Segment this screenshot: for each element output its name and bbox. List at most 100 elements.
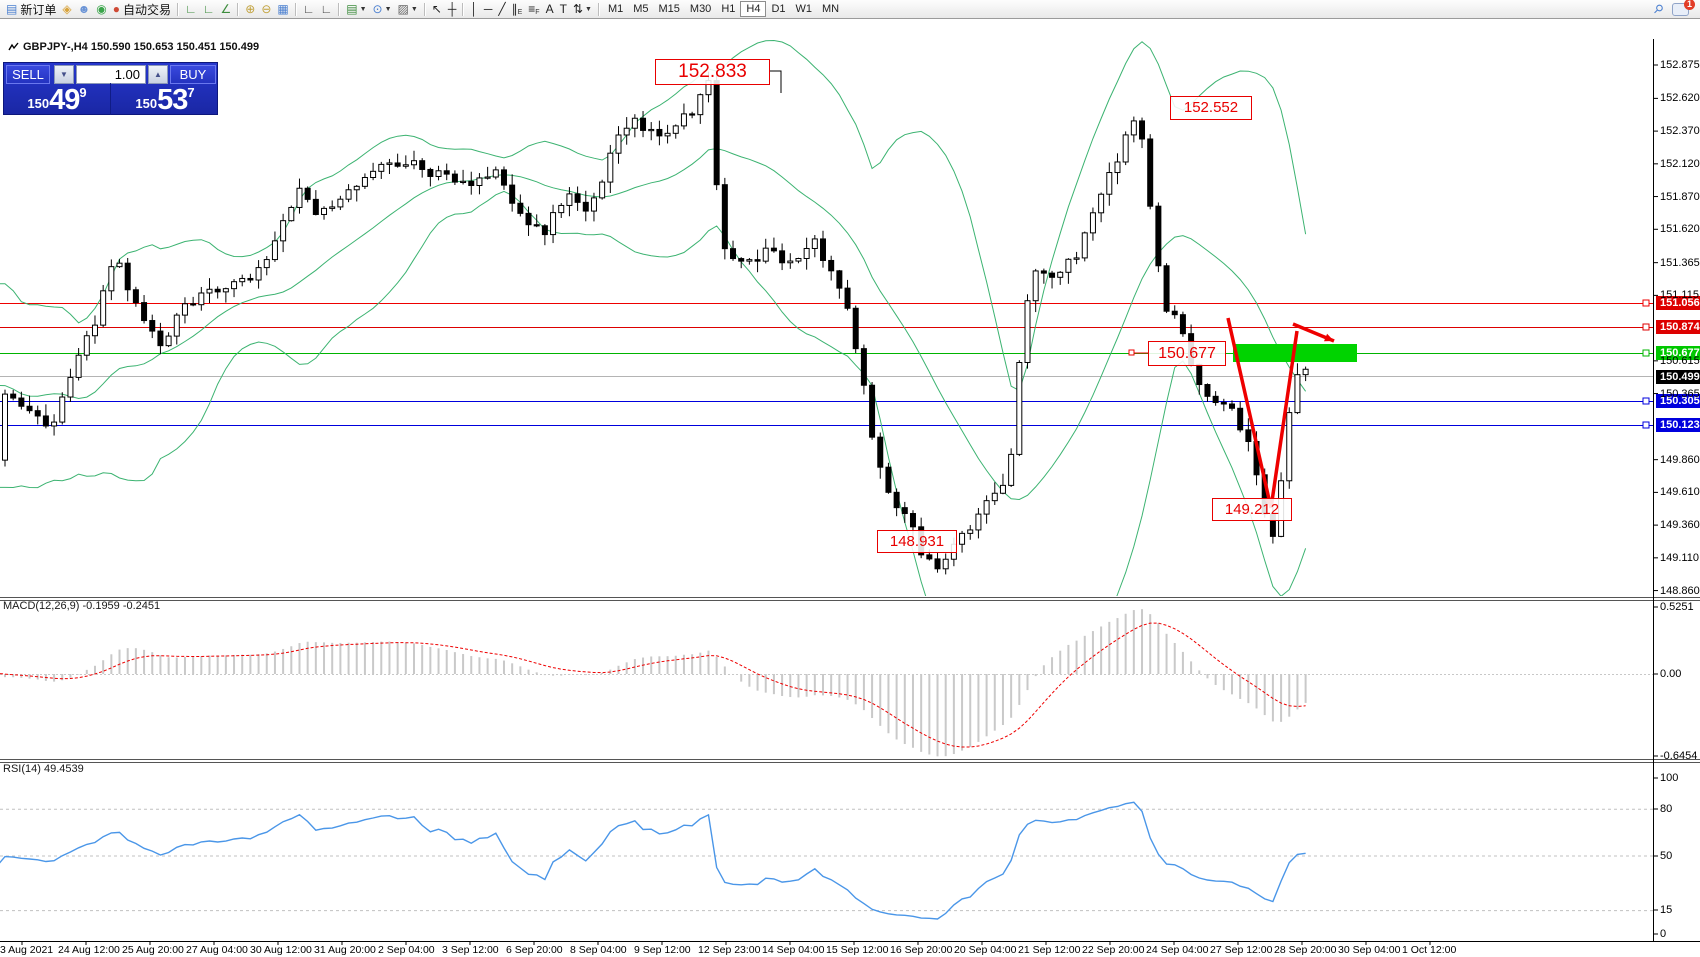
sell-button[interactable]: SELL (6, 65, 50, 84)
cursor-icon: ↖ (431, 2, 442, 16)
boll-middle (0, 147, 1307, 501)
buy-price[interactable]: 150 53 7 (112, 83, 218, 115)
toolbar: ▤ 新订单 ◈ ☻ ◉ ● 自动交易 ∟ ∟ ∠ ⊕ ⊖ ▦ ∟ ∟ ▤ ▼ ⊙ ▼ ▨ ▼ ↖ ┼ │ ─ ╱ ∥ E ≡ F A T ⇅ ▼ M… (0, 0, 1700, 19)
chart-title-text: GBPJPY-,H4 150.590 150.653 150.451 150.4… (23, 41, 260, 53)
trendline-icon[interactable]: ╱ (495, 1, 508, 18)
periods-icon: ⊙ (372, 2, 383, 16)
new-order-icon: ▤ (6, 2, 18, 16)
volume-increase-button[interactable]: ▲ (148, 65, 168, 84)
vertical-line-icon: │ (470, 2, 478, 16)
cursor-icon[interactable]: ↖ (429, 1, 445, 18)
sell-price-pip: 9 (79, 85, 87, 100)
buy-price-prefix: 150 (135, 96, 158, 111)
line-style-icon[interactable]: ∠ (217, 1, 234, 18)
price-annotation-149.212[interactable]: 149.212 (1212, 498, 1292, 521)
zoom-in-icon[interactable]: ⊕ (242, 1, 258, 18)
buy-price-main: 53 (157, 84, 188, 116)
chart-symbol-icon (8, 42, 19, 51)
sell-price-prefix: 150 (27, 96, 50, 111)
notification-badge: 1 (1684, 0, 1695, 10)
deposit-icon: ◈ (62, 2, 72, 16)
fibonacci-icon: ≡ (528, 2, 536, 16)
timeframe-d1[interactable]: D1 (771, 2, 786, 15)
deposit-icon[interactable]: ◈ (59, 1, 74, 18)
chart-window: 151.056 150.874 150.677 150.305 150.123 150.4… (0, 19, 1700, 956)
zoom-in-icon: ⊕ (245, 2, 256, 16)
text-icon[interactable]: A (543, 1, 557, 18)
vertical-line-icon[interactable]: │ (467, 1, 481, 18)
volume-decrease-button[interactable]: ▼ (54, 65, 74, 84)
community-icon[interactable]: ☻ (75, 1, 94, 18)
sell-price-main: 49 (49, 84, 80, 116)
tile-windows-icon[interactable]: ▦ (274, 1, 291, 18)
zoom-out-icon[interactable]: ⊖ (258, 1, 274, 18)
arrows-button[interactable]: ⇅ ▼ (572, 2, 592, 16)
price-annotation-152.552[interactable]: 152.552 (1170, 96, 1252, 120)
timeframe-m15[interactable]: M15 (658, 2, 680, 15)
rsi-line (0, 801, 1306, 920)
buy-button[interactable]: BUY (170, 65, 216, 84)
volume-input[interactable] (76, 65, 146, 84)
toolbar-separator (462, 2, 465, 16)
buy-price-pip: 7 (187, 85, 195, 100)
price-annotation-148.931[interactable]: 148.931 (877, 530, 957, 553)
new-order-button-label: 新订单 (20, 2, 57, 17)
signals-icon: ◉ (96, 2, 107, 16)
timeframe-h1[interactable]: H1 (721, 2, 736, 15)
toolbar-separator (237, 2, 240, 16)
trendline-icon: ╱ (498, 2, 506, 16)
toolbar-separator (176, 2, 179, 16)
templates-button[interactable]: ▨ ▼ (397, 2, 418, 16)
community-icon: ☻ (77, 2, 91, 16)
new-order-button[interactable]: ▤ 新订单 (3, 1, 59, 18)
equidistant-channel-icon: ∥ (511, 2, 518, 16)
autotrading-icon: ● (112, 2, 120, 16)
chart-shift-icon[interactable]: ∟ (317, 1, 335, 18)
timeframe-mn[interactable]: MN (822, 2, 840, 15)
auto-scroll-icon: ∟ (302, 2, 315, 16)
text-icon: A (545, 2, 554, 16)
text-label-icon[interactable]: T (557, 1, 570, 18)
sell-price[interactable]: 150 49 9 (4, 83, 111, 115)
toolbar-separator (294, 2, 297, 16)
timeframe-m5[interactable]: M5 (633, 2, 649, 15)
rsi-indicator-label: RSI(14) 49.4539 (3, 763, 84, 775)
macd-signal-line (0, 622, 1306, 748)
bar-chart-style-icon[interactable]: ∟ (182, 1, 200, 18)
candle-style-icon: ∟ (202, 2, 215, 16)
signals-icon[interactable]: ◉ (93, 1, 109, 18)
chart-title: GBPJPY-,H4 150.590 150.653 150.451 150.4… (8, 41, 259, 53)
timeframe-w1[interactable]: W1 (795, 2, 813, 15)
boll-upper (0, 39, 1307, 392)
equidistant-channel-icon[interactable]: ∥ E (511, 2, 523, 16)
horizontal-line-icon: ─ (483, 2, 493, 16)
horizontal-line-icon[interactable]: ─ (481, 1, 496, 18)
candle-style-icon[interactable]: ∟ (200, 1, 218, 18)
zoom-out-icon: ⊖ (261, 2, 272, 16)
chart-shift-icon: ∟ (320, 2, 333, 16)
timeframe-m1[interactable]: M1 (607, 2, 624, 15)
red-trend-arrow-1[interactable] (1269, 330, 1299, 509)
periods-button[interactable]: ⊙ ▼ (372, 2, 392, 16)
templates-icon: ▨ (397, 2, 409, 16)
timeframe-m30[interactable]: M30 (689, 2, 712, 15)
search-icon[interactable]: ⚲ (1650, 0, 1667, 18)
line-style-icon: ∠ (220, 2, 232, 16)
toolbar-separator (597, 2, 600, 16)
chart-canvas[interactable] (0, 19, 1700, 957)
notifications-icon[interactable]: 1 (1672, 0, 1695, 16)
one-click-trading-widget: SELL ▼ ▲ BUY 150 49 9 150 53 7 (3, 62, 218, 115)
price-annotation-152.833[interactable]: 152.833 (655, 59, 770, 85)
timeframe-h4[interactable]: H4 (740, 1, 767, 17)
red-trend-arrow-0[interactable] (1226, 317, 1273, 509)
autotrading-button-label: 自动交易 (122, 2, 171, 17)
autotrading-button[interactable]: ● 自动交易 (110, 1, 174, 18)
indicators-button[interactable]: ▤ ▼ (346, 2, 367, 16)
toolbar-separator (423, 2, 426, 16)
auto-scroll-icon[interactable]: ∟ (300, 1, 318, 18)
crosshair-icon[interactable]: ┼ (445, 1, 460, 18)
price-annotation-150.677[interactable]: 150.677 (1148, 341, 1226, 366)
toolbar-separator (338, 2, 341, 16)
fibonacci-icon[interactable]: ≡ F (528, 2, 540, 16)
macd-indicator-label: MACD(12,26,9) -0.1959 -0.2451 (3, 600, 161, 612)
